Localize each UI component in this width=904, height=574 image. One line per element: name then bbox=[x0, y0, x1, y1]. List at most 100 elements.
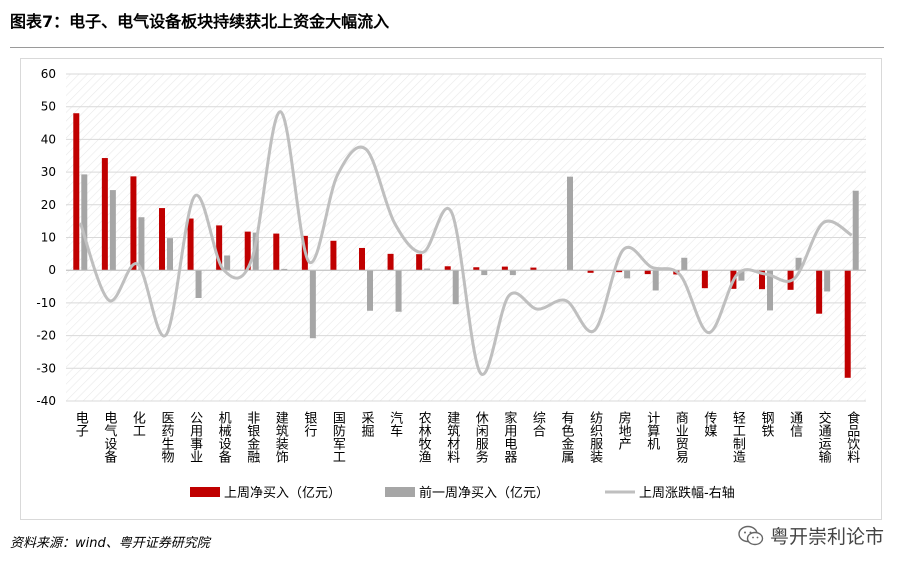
x-tick-label: 非银金融 bbox=[244, 411, 260, 463]
y-tick-label: 40 bbox=[41, 132, 56, 146]
x-tick-label: 家用电器 bbox=[501, 410, 517, 464]
x-tick-label: 有色金属 bbox=[559, 411, 575, 464]
title-divider bbox=[10, 47, 884, 48]
bar-last-week bbox=[844, 270, 851, 378]
bar-last-week bbox=[359, 247, 365, 271]
source-note: 资料来源：wind、粤开证券研究院 bbox=[10, 536, 210, 551]
bar-last-week bbox=[387, 253, 394, 271]
x-tick-label: 建筑材料 bbox=[444, 411, 460, 463]
bar-last-week bbox=[473, 267, 480, 271]
bar-prev-week bbox=[624, 270, 631, 279]
bar-last-week bbox=[701, 270, 708, 289]
bar-prev-week bbox=[738, 270, 745, 281]
legend-swatch-last-week bbox=[190, 487, 220, 497]
bar-prev-week bbox=[424, 268, 431, 271]
bar-last-week bbox=[159, 208, 165, 271]
bar-prev-week bbox=[652, 270, 659, 291]
x-tick-label: 计算机 bbox=[644, 411, 660, 451]
y-tick-label: -30 bbox=[36, 361, 56, 375]
y-tick-label: -40 bbox=[36, 394, 56, 408]
x-tick-label: 房地产 bbox=[616, 410, 632, 451]
x-tick-label: 商业贸易 bbox=[673, 411, 689, 464]
bar-last-week bbox=[816, 270, 823, 314]
bar-prev-week bbox=[224, 255, 231, 271]
x-tick-label: 钢铁 bbox=[759, 411, 775, 437]
x-tick-label: 轻工制造 bbox=[730, 411, 746, 464]
bar-last-week bbox=[416, 254, 423, 271]
line-series bbox=[78, 110, 853, 376]
y-tick-label: 50 bbox=[41, 100, 56, 114]
bar-last-week bbox=[216, 225, 223, 271]
x-tick-label: 农林牧渔 bbox=[416, 411, 432, 463]
x-tick-label: 化工 bbox=[130, 411, 146, 437]
x-tick-label: 电子 bbox=[73, 411, 89, 437]
bar-last-week bbox=[759, 270, 765, 290]
line-change-pct bbox=[78, 110, 853, 376]
bar-prev-week bbox=[852, 190, 859, 271]
bar-last-week bbox=[244, 231, 251, 271]
chart-frame bbox=[20, 58, 882, 520]
bar-last-week bbox=[187, 218, 194, 271]
x-tick-label: 公用事业 bbox=[187, 411, 203, 463]
bar-last-week bbox=[444, 266, 451, 271]
x-tick-label: 综合 bbox=[530, 411, 546, 437]
x-tick-label: 国防军工 bbox=[330, 411, 346, 463]
x-tick-label: 电气设备 bbox=[101, 411, 117, 464]
x-tick-label: 采掘 bbox=[359, 411, 375, 437]
bar-prev-week bbox=[824, 270, 831, 292]
x-tick-label: 医药生物 bbox=[159, 411, 175, 464]
bar-prev-week bbox=[195, 270, 202, 298]
bar-prev-week bbox=[309, 270, 316, 339]
y-tick-label: 20 bbox=[41, 198, 56, 212]
chart-svg: 60 50 40 30 20 10 0 -10 -20 -30 -40 电子 电气设备 化工 医药生物 公用… bbox=[36, 67, 866, 501]
legend: 上周净买入（亿元） 前一周净买入（亿元） 上周涨跌幅-右轴 bbox=[190, 485, 735, 501]
bar-prev-week bbox=[481, 270, 488, 276]
bar-prev-week bbox=[281, 268, 288, 271]
x-tick-label: 通信 bbox=[787, 411, 803, 437]
bar-last-week bbox=[73, 113, 80, 271]
bar-last-week bbox=[501, 266, 508, 271]
bar-prev-week bbox=[367, 270, 373, 311]
bar-last-week bbox=[330, 240, 337, 271]
bar-prev-week bbox=[109, 190, 116, 271]
bar-prev-week bbox=[567, 176, 573, 271]
watermark-text: 粤开崇利论市 bbox=[769, 526, 884, 548]
x-axis: 电子 电气设备 化工 医药生物 公用事业 机械设备 非银金融 建筑装饰 银行 国防军工 采掘 汽车 农林… bbox=[73, 410, 860, 464]
y-tick-label: -10 bbox=[36, 296, 56, 310]
watermark: 粤开崇利论市 bbox=[738, 522, 884, 549]
x-tick-label: 纺织服装 bbox=[587, 411, 603, 463]
x-tick-label: 银行 bbox=[301, 411, 317, 438]
y-tick-label: 10 bbox=[41, 231, 56, 245]
bar-prev-week bbox=[252, 232, 259, 271]
x-tick-label: 建筑装饰 bbox=[273, 411, 289, 463]
bar-last-week bbox=[530, 267, 537, 271]
bar-last-week bbox=[273, 233, 280, 271]
y-tick-label: 30 bbox=[41, 165, 56, 179]
bar-prev-week bbox=[167, 238, 173, 271]
bar-prev-week bbox=[795, 257, 802, 271]
y-axis: 60 50 40 30 20 10 0 -10 -20 -30 -40 bbox=[36, 67, 56, 408]
bar-last-week bbox=[644, 270, 651, 275]
bar-prev-week bbox=[138, 217, 145, 271]
wechat-icon bbox=[738, 525, 764, 545]
x-tick-label: 机械设备 bbox=[216, 411, 232, 464]
bar-prev-week bbox=[452, 270, 459, 305]
bar-prev-week bbox=[681, 257, 688, 271]
bar-last-week bbox=[587, 270, 594, 273]
bar-prev-week bbox=[509, 270, 516, 276]
legend-swatch-prev-week bbox=[385, 487, 415, 497]
legend-label: 上周涨跌幅-右轴 bbox=[639, 485, 735, 501]
chart-title: 图表7：电子、电气设备板块持续获北上资金大幅流入 bbox=[10, 12, 390, 31]
x-tick-label: 食品饮料 bbox=[844, 410, 860, 463]
x-tick-label: 交通运输 bbox=[816, 410, 832, 463]
bar-last-week bbox=[130, 176, 137, 271]
y-tick-label: -20 bbox=[36, 329, 56, 343]
bar-prev-week bbox=[81, 174, 88, 271]
bar-prev-week bbox=[395, 270, 402, 312]
bar-last-week bbox=[616, 270, 623, 273]
x-tick-label: 传媒 bbox=[701, 411, 717, 437]
x-tick-label: 休闲服务 bbox=[473, 411, 489, 463]
legend-label: 上周净买入（亿元） bbox=[224, 486, 341, 501]
bar-last-week bbox=[101, 158, 108, 271]
legend-label: 前一周净买入（亿元） bbox=[419, 485, 549, 501]
